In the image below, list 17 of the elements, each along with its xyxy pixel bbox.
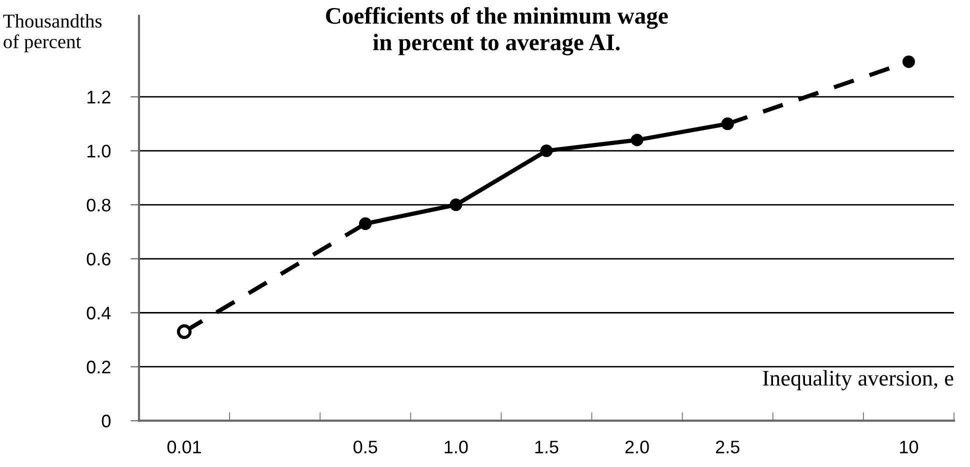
x-tick-label: 2.0 (625, 440, 649, 454)
x-tick-label: 1.5 (535, 440, 558, 454)
x-tick-label: 10 (900, 440, 918, 454)
x-tick-label: 1.0 (444, 440, 468, 454)
y-tick-label: 0 (102, 414, 111, 428)
y-tick-label: 1.2 (88, 90, 110, 104)
y-tick-label: 0.2 (86, 360, 110, 374)
y-axis-title: Thousandths of percent (3, 14, 102, 52)
x-tick-label: 0.5 (354, 440, 378, 454)
y-tick-label: 0.4 (86, 306, 111, 320)
y-tick-label: 1.0 (88, 144, 111, 158)
x-tick-label: 2.5 (716, 440, 740, 454)
y-tick-label: 0.6 (86, 252, 110, 266)
x-tick-label: 0.01 (167, 440, 201, 454)
chart-title: Coefficients of the minimum wage in percent to average AI. (326, 7, 668, 56)
x-axis-title: Inequality aversion, e (762, 370, 954, 390)
y-tick-label: 0.8 (86, 198, 110, 212)
